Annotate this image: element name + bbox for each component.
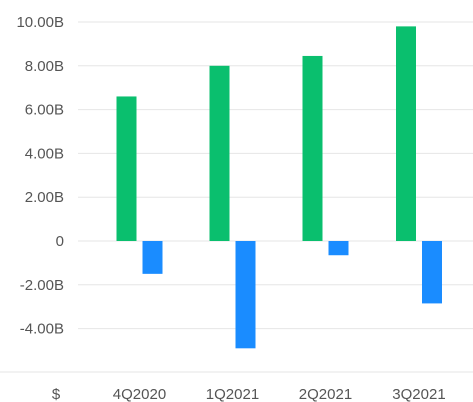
bar-3q2021-series-2[interactable] [422,241,442,304]
y-tick-label: 6.00B [25,102,64,119]
bar-3q2021-series-1[interactable] [396,26,416,241]
bar-1q2021-series-2[interactable] [235,241,256,349]
x-category-label: 4Q2020 [113,386,166,402]
y-tick-label: 10.00B [16,14,64,31]
y-axis-ticks: 10.00B 8.00B 6.00B 4.00B 2.00B 0 -2.00B -4.00B [16,14,64,338]
bar-1q2021-series-1[interactable] [209,65,230,241]
bar-4q2020-series-1[interactable] [116,96,137,242]
bars [116,26,442,349]
y-tick-label: 0 [56,233,64,250]
y-tick-label: 2.00B [25,189,64,206]
bar-2q2021-series-1[interactable] [302,55,323,241]
bar-4q2020-series-2[interactable] [142,241,163,274]
y-tick-label: 4.00B [25,145,64,162]
y-tick-label: -4.00B [20,321,64,338]
y-tick-label: -2.00B [20,277,64,294]
bar-2q2021-series-2[interactable] [328,241,349,256]
x-category-label: 1Q2021 [206,386,259,402]
x-axis-categories: 4Q2020 1Q2021 2Q2021 3Q2021 [113,386,446,402]
currency-label: $ [52,386,61,402]
x-category-label: 2Q2021 [299,386,352,402]
y-tick-label: 8.00B [25,58,64,75]
x-category-label: 3Q2021 [392,386,445,402]
